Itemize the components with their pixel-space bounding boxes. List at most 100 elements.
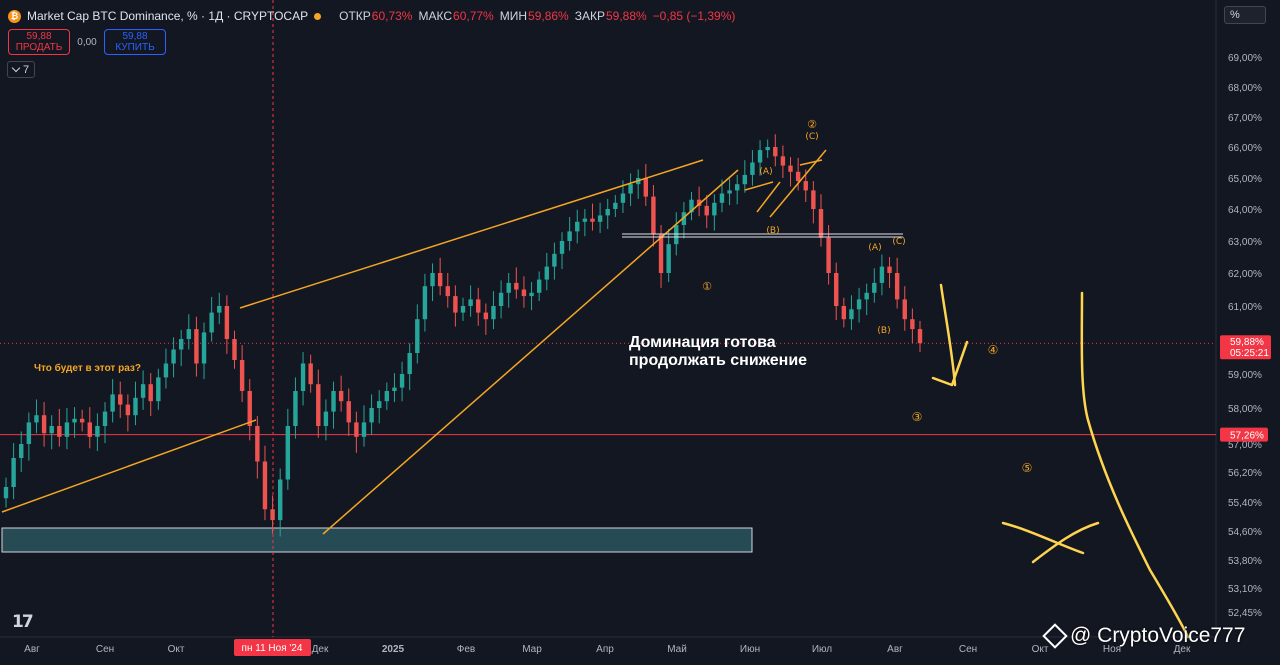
x-tick-label: Мар [522,644,542,655]
candle [826,225,831,285]
candle [788,157,793,187]
y-tick-label: 64,00% [1228,205,1262,216]
buy-button[interactable]: 59,88 КУПИТЬ [104,29,166,55]
candle [194,316,199,377]
candle [41,402,47,447]
candle [795,157,801,191]
marker-cross-a [1001,521,1085,555]
candle [430,263,435,302]
candle [536,271,542,302]
ohlc-change-value: −0,85 (−1,39%) [652,9,736,23]
candle [757,140,763,176]
candle [331,381,336,429]
chevron-down-icon [11,63,21,73]
tradingview-logo-icon[interactable]: 17 [12,612,34,632]
wave-label: ① [702,280,712,293]
candle [917,320,923,352]
level-price-tag [1220,427,1268,442]
market-status-icon [314,12,322,20]
watermark-text: @ CryptoVoice777 [1070,624,1246,647]
candle [64,408,70,450]
crosshair-date-label: пн 11 Ноя '24 [242,643,303,654]
candle [133,381,138,426]
candle [559,232,565,269]
y-tick-label: 54,60% [1228,527,1262,538]
buy-price: 59,88 [122,31,148,42]
symbol-header: ₿ Market Cap BTC Dominance, % · 1Д · CRY… [8,6,735,26]
y-tick-label: 58,00% [1228,404,1262,415]
candle [872,268,877,303]
candle [118,381,123,418]
x-tick-label: Ноя [1103,644,1121,655]
ohlc-open-value: 60,73% [371,9,413,23]
y-tick-label: 57,00% [1228,440,1262,451]
sell-button[interactable]: 59,88 ПРОДАТЬ [8,29,70,55]
candle [354,411,359,453]
candle [529,282,534,311]
y-tick-label: 63,00% [1228,237,1262,248]
symbol-title[interactable]: Market Cap BTC Dominance, % · 1Д · CRYPT… [27,9,309,23]
candle [635,169,641,199]
candle [590,203,595,231]
marker-forecast-curve [1080,291,1190,639]
candle [666,229,671,283]
candle [224,295,230,354]
candle [308,354,313,393]
candle [742,160,748,193]
crosshair-date-tag [234,639,311,656]
trendline [756,181,781,213]
candle [156,368,161,410]
marker-arrow-head [931,340,969,387]
candle [605,198,610,229]
candle [407,343,412,391]
y-tick-label: 53,80% [1228,556,1262,567]
candle [597,202,603,233]
current-price-tag [1220,335,1271,360]
sell-label: ПРОДАТЬ [15,42,63,53]
y-tick-label: 66,00% [1228,143,1262,154]
x-tick-label: Сен [96,644,114,655]
watermark: @ CryptoVoice777 [1042,623,1246,649]
candle [178,329,184,367]
candle [19,431,24,472]
candle [186,314,191,350]
buy-label: КУПИТЬ [115,42,155,53]
candle [544,253,549,291]
candle [361,405,367,447]
main-annotation-line-2: продолжать снижение [629,352,807,369]
candle [689,191,694,221]
y-tick-label: 67,00% [1228,113,1262,124]
candle [696,186,702,217]
scale-unit-selector[interactable]: % [1224,6,1266,24]
candle [643,164,648,206]
candle [811,181,816,224]
candle [437,257,443,296]
candle [102,402,108,444]
ohlc-low-label: МИН [499,9,528,23]
candle [422,273,428,332]
candle [110,379,115,423]
candle [681,202,687,239]
x-tick-label: Дек [1174,644,1191,655]
candle [163,348,169,389]
candle [514,267,519,299]
countdown-value: 05:25:21 [1230,348,1269,359]
x-tick-label: Окт [1032,644,1049,655]
x-tick-label: Май [667,644,687,655]
candle [285,408,291,490]
question-annotation: Что будет в этот раз? [34,362,141,374]
candle [392,373,397,403]
candle [818,194,824,247]
candle [384,382,390,410]
ohlc-high-label: МАКС [418,9,453,23]
candle [171,337,176,378]
candle [26,412,32,461]
indicators-toggle[interactable]: 7 [7,61,36,78]
x-tick-label: Окт [168,644,185,655]
trendline [1,419,257,513]
x-tick-label: 2025 [382,644,405,655]
candle [773,134,778,167]
candle [735,174,740,205]
